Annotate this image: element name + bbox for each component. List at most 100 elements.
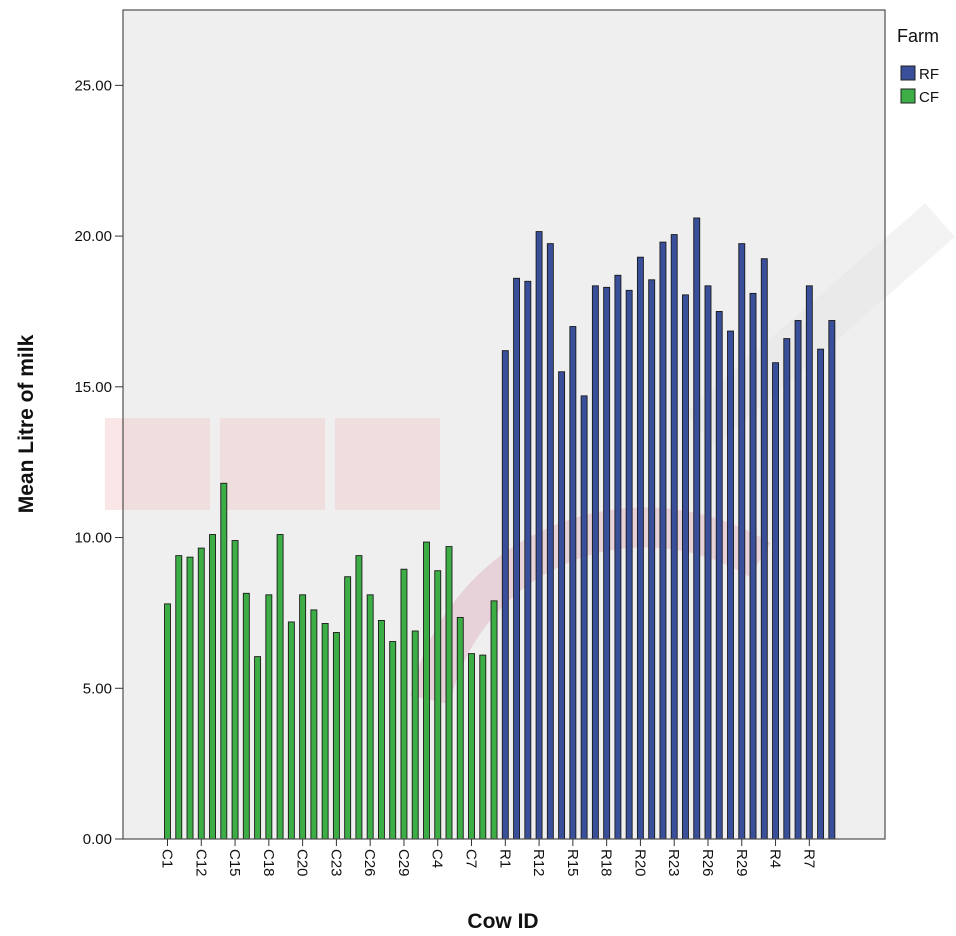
bar-rf-6 [558,371,566,840]
bar-cf-12 [287,621,295,840]
bar-rf-13 [636,256,644,840]
bar-cf-13 [299,594,307,840]
bar-cf-11 [276,534,284,840]
bar-rf-26 [783,338,791,840]
x-tick-label: C4 [429,849,446,868]
watermark-box-m [335,418,440,510]
x-tick-label: R7 [800,849,817,868]
bar-cf-25 [434,570,442,840]
bar-cf-16 [332,632,340,840]
x-tick-label: R26 [699,849,716,877]
x-tick-label: C23 [327,849,344,877]
x-tick-label: C12 [192,849,209,877]
bar-cf-10 [265,594,273,840]
bar-rf-2 [513,277,521,840]
x-tick-label: R29 [733,849,750,877]
watermark-box-p [220,418,325,510]
bar-cf-14 [310,609,318,840]
bar-cf-20 [377,620,385,840]
y-axis: 0.00 5.00 10.00 15.00 20.00 25.00 [74,77,123,848]
x-tick-label: R1 [496,849,513,868]
bars-group [164,217,836,840]
bar-rf-18 [693,217,701,840]
bar-rf-3 [524,280,532,840]
legend-label-cf: CF [919,89,939,106]
x-tick-label: C20 [294,849,311,877]
bar-cf-7 [231,540,239,840]
bar-rf-21 [727,330,734,840]
bar-rf-30 [828,320,836,840]
x-tick-label: C1 [159,849,176,868]
bar-cf-28 [468,653,475,840]
bar-rf-14 [648,279,656,840]
legend-label-rf: RF [919,66,939,83]
bar-cf-26 [445,546,453,840]
x-tick-label: R12 [530,849,547,877]
bar-cf-19 [366,594,374,840]
bar-rf-15 [659,241,667,840]
y-tick-label: 15.00 [74,379,112,396]
bar-rf-12 [625,289,633,840]
bar-rf-29 [817,348,825,840]
bar-rf-1 [501,350,509,840]
y-tick-label: 0.00 [83,831,112,848]
bar-rf-8 [580,395,588,840]
bar-cf-1 [164,603,171,840]
legend-swatch-cf [900,88,916,104]
x-tick-label: R4 [767,849,784,868]
x-tick-label: R20 [631,849,648,877]
x-tick-label: C29 [395,849,412,877]
bar-rf-17 [682,294,689,840]
legend-title: Farm [897,26,939,46]
plot-frame [122,9,886,840]
x-axis-title: Cow ID [467,910,538,933]
x-tick-label: C15 [226,849,243,877]
bar-cf-4 [197,547,205,840]
bar-cf-8 [242,592,250,840]
bar-cf-22 [400,568,408,840]
bar-cf-29 [479,654,487,840]
bar-cf-15 [321,623,329,840]
x-axis: C1 C12 C15 C18 C20 C23 C26 C29 C4 C7 R1 R12 R15 R18 R2… [159,839,817,877]
y-tick-label: 25.00 [74,77,112,94]
bar-rf-19 [704,285,712,840]
bar-rf-4 [535,231,543,840]
legend-swatch-rf [900,65,916,81]
bar-rf-22 [738,243,746,840]
bar-cf-24 [423,541,430,840]
bar-rf-16 [670,234,678,840]
bar-rf-9 [591,285,599,840]
x-tick-label: R18 [598,849,615,877]
bar-rf-5 [546,243,554,840]
bar-rf-20 [715,311,723,840]
bar-cf-21 [389,641,397,840]
legend: Farm RF CF [897,26,939,106]
bar-cf-27 [456,616,464,840]
y-axis-title: Mean Litre of milk [15,334,38,513]
bar-rf-24 [760,258,768,840]
bar-rf-7 [569,326,577,840]
x-tick-label: C7 [463,849,480,868]
x-tick-label: C18 [260,849,277,877]
bar-rf-10 [603,286,611,840]
x-tick-label: C26 [361,849,378,877]
bar-rf-28 [805,285,813,840]
bar-rf-11 [614,274,622,840]
y-tick-label: 20.00 [74,228,112,245]
bar-rf-25 [772,362,779,840]
bar-rf-23 [749,292,757,840]
x-tick-label: R23 [665,849,682,877]
bar-cf-18 [355,555,363,840]
bar-cf-3 [186,556,194,840]
x-tick-label: R15 [564,849,581,877]
bar-cf-17 [344,576,352,840]
bar-cf-6 [220,482,228,840]
y-tick-label: 10.00 [74,530,112,547]
watermark-box-u [105,418,210,510]
bar-cf-9 [254,656,262,840]
bar-cf-30 [490,600,498,840]
bar-cf-23 [411,630,419,840]
y-tick-label: 5.00 [83,680,112,697]
bar-cf-2 [175,555,183,840]
